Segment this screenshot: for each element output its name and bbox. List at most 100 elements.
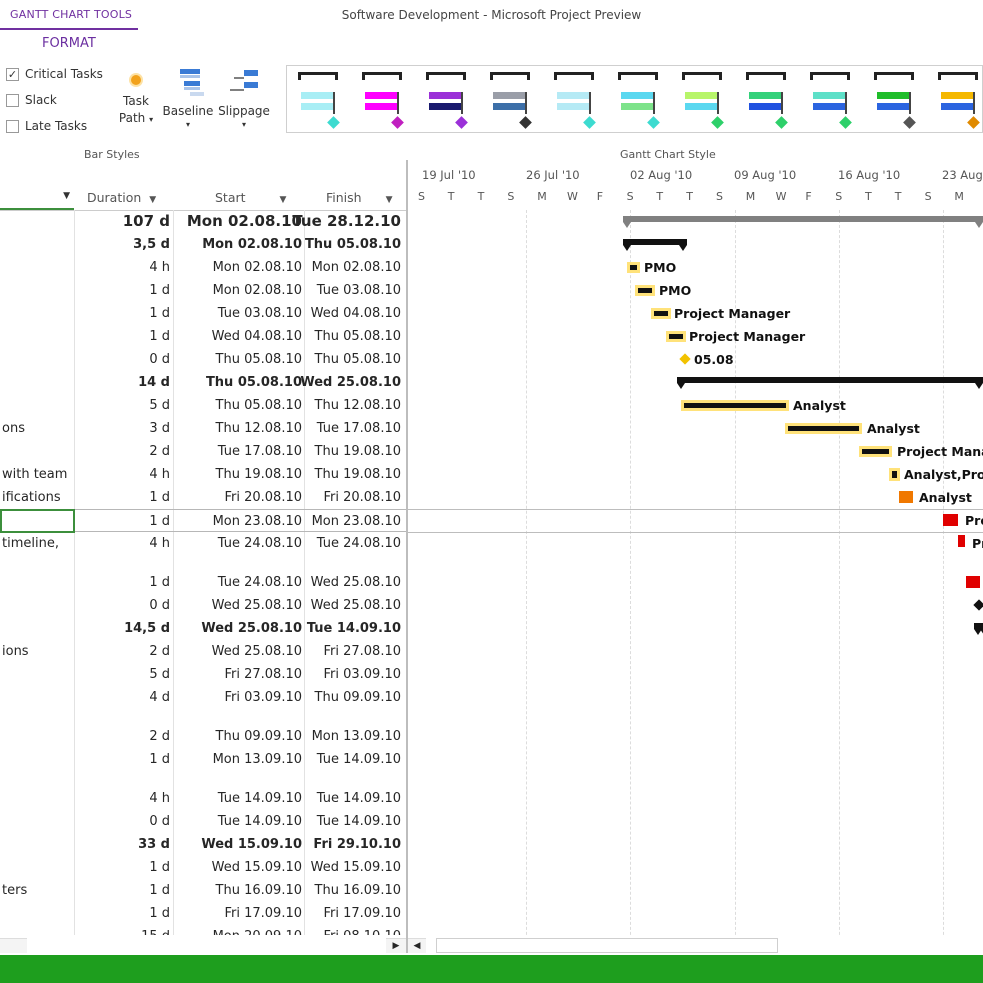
filter-dropdown-icon[interactable]: ▼ (63, 191, 70, 201)
task-name-cell[interactable]: ifications (2, 490, 61, 505)
table-row[interactable]: timeline, 4 h Tue 24.08.10 Tue 24.08.10 (0, 532, 406, 571)
baseline-button[interactable]: Baseline ▾ (161, 68, 215, 130)
table-row[interactable]: 0 d Tue 14.09.10 Tue 14.09.10 (0, 810, 406, 833)
table-row[interactable]: 1 d Mon 23.08.10 Mon 23.08.10 (0, 509, 406, 533)
start-column-header[interactable]: Start ▼ (215, 187, 286, 210)
finish-column-header[interactable]: Finish ▼ (326, 187, 393, 210)
scroll-left-button[interactable]: ◀ (408, 938, 426, 953)
gantt-style-swatch[interactable] (615, 72, 661, 130)
table-row[interactable]: 1 d Tue 24.08.10 Wed 25.08.10 (0, 571, 406, 594)
finish-cell[interactable]: Mon 02.08.10 (311, 260, 401, 275)
table-row[interactable]: 3,5 d Mon 02.08.10 Thu 05.08.10 (0, 233, 406, 256)
duration-cell[interactable]: 107 d (122, 212, 170, 230)
start-cell[interactable]: Tue 14.09.10 (217, 791, 302, 806)
start-cell[interactable]: Wed 25.08.10 (211, 644, 302, 659)
task-name-cell[interactable]: ons (2, 421, 25, 436)
task-bar[interactable] (654, 311, 668, 316)
finish-cell[interactable]: Thu 12.08.10 (314, 398, 401, 413)
duration-cell[interactable]: 4 h (149, 467, 170, 482)
duration-cell[interactable]: 5 d (149, 398, 170, 413)
summary-bar[interactable] (623, 216, 983, 222)
duration-cell[interactable]: 0 d (149, 598, 170, 613)
finish-cell[interactable]: Wed 25.08.10 (310, 575, 401, 590)
finish-cell[interactable]: Thu 05.08.10 (314, 329, 401, 344)
duration-cell[interactable]: 2 d (149, 729, 170, 744)
finish-cell[interactable]: Fri 17.09.10 (323, 906, 401, 921)
start-cell[interactable]: Thu 16.09.10 (215, 883, 302, 898)
table-row[interactable]: 1 d Wed 15.09.10 Wed 15.09.10 (0, 856, 406, 879)
filter-dropdown-icon[interactable]: ▼ (149, 195, 157, 205)
start-cell[interactable]: Wed 15.09.10 (201, 837, 302, 852)
duration-cell[interactable]: 1 d (149, 490, 170, 505)
duration-cell[interactable]: 14,5 d (124, 621, 170, 636)
duration-cell[interactable]: 4 h (149, 536, 170, 551)
gantt-style-swatch[interactable] (743, 72, 789, 130)
start-cell[interactable]: Fri 27.08.10 (224, 667, 302, 682)
start-cell[interactable]: Fri 03.09.10 (224, 690, 302, 705)
task-name-cell[interactable]: ions (2, 644, 29, 659)
start-cell[interactable]: Wed 25.08.10 (201, 621, 302, 636)
slippage-button[interactable]: Slippage ▾ (216, 68, 272, 130)
gantt-style-swatch[interactable] (935, 72, 981, 130)
summary-bar[interactable] (677, 377, 983, 383)
duration-cell[interactable]: 1 d (149, 883, 170, 898)
start-cell[interactable]: Thu 09.09.10 (215, 729, 302, 744)
duration-cell[interactable]: 33 d (138, 837, 170, 852)
finish-cell[interactable]: Mon 13.09.10 (311, 729, 401, 744)
table-row[interactable]: 5 d Thu 05.08.10 Thu 12.08.10 (0, 394, 406, 417)
finish-cell[interactable]: Fri 03.09.10 (323, 667, 401, 682)
duration-cell[interactable]: 14 d (138, 375, 170, 390)
duration-cell[interactable]: 4 h (149, 791, 170, 806)
duration-cell[interactable]: 5 d (149, 667, 170, 682)
critical-task-bar[interactable] (958, 535, 965, 547)
finish-cell[interactable]: Wed 04.08.10 (310, 306, 401, 321)
filter-dropdown-icon[interactable]: ▼ (385, 195, 393, 205)
table-row[interactable]: 5 d Fri 27.08.10 Fri 03.09.10 (0, 663, 406, 686)
duration-cell[interactable]: 1 d (149, 329, 170, 344)
milestone-icon[interactable] (973, 599, 983, 611)
table-row[interactable]: 33 d Wed 15.09.10 Fri 29.10.10 (0, 833, 406, 856)
gantt-style-swatch[interactable] (423, 72, 469, 130)
start-cell[interactable]: Tue 17.08.10 (217, 444, 302, 459)
start-cell[interactable]: Wed 25.08.10 (211, 598, 302, 613)
start-cell[interactable]: Tue 24.08.10 (217, 575, 302, 590)
finish-cell[interactable]: Thu 09.09.10 (314, 690, 401, 705)
start-cell[interactable]: Mon 02.08.10 (186, 212, 302, 230)
finish-cell[interactable]: Thu 19.08.10 (314, 444, 401, 459)
table-row[interactable]: 4 h Mon 02.08.10 Mon 02.08.10 (0, 256, 406, 279)
duration-cell[interactable]: 0 d (149, 814, 170, 829)
finish-cell[interactable]: Thu 05.08.10 (304, 237, 401, 252)
task-name-cell[interactable]: ters (2, 883, 28, 898)
finish-cell[interactable]: Tue 14.09.10 (306, 621, 401, 636)
task-name-cell[interactable]: with team (2, 467, 68, 482)
duration-cell[interactable]: 1 d (149, 906, 170, 921)
finish-cell[interactable]: Thu 19.08.10 (314, 467, 401, 482)
slack-checkbox[interactable]: Slack (6, 93, 57, 107)
critical-tasks-checkbox[interactable]: ✓ Critical Tasks (6, 67, 103, 81)
milestone-icon[interactable] (679, 353, 691, 365)
table-row[interactable]: 15 d Mon 20.09.10 Fri 08.10.10 (0, 925, 406, 935)
table-row[interactable]: 1 d Tue 03.08.10 Wed 04.08.10 (0, 302, 406, 325)
table-row[interactable]: 0 d Wed 25.08.10 Wed 25.08.10 (0, 594, 406, 617)
duration-cell[interactable]: 3 d (149, 421, 170, 436)
start-cell[interactable]: Thu 12.08.10 (215, 421, 302, 436)
finish-cell[interactable]: Tue 14.09.10 (316, 752, 401, 767)
table-row[interactable]: ifications 1 d Fri 20.08.10 Fri 20.08.10 (0, 486, 406, 509)
critical-task-bar[interactable] (943, 514, 958, 526)
start-cell[interactable]: Fri 20.08.10 (224, 490, 302, 505)
start-cell[interactable]: Wed 04.08.10 (211, 329, 302, 344)
start-cell[interactable]: Thu 05.08.10 (205, 375, 302, 390)
summary-bar[interactable] (974, 623, 983, 629)
start-cell[interactable]: Mon 23.08.10 (212, 514, 302, 529)
gantt-horizontal-scrollbar-thumb[interactable] (436, 938, 778, 953)
table-row[interactable]: 0 d Thu 05.08.10 Thu 05.08.10 (0, 348, 406, 371)
late-tasks-checkbox[interactable]: Late Tasks (6, 119, 87, 133)
duration-cell[interactable]: 0 d (149, 352, 170, 367)
finish-cell[interactable]: Wed 25.08.10 (310, 598, 401, 613)
split-bar[interactable] (406, 160, 408, 953)
task-bar[interactable] (862, 449, 889, 454)
gantt-style-swatch[interactable] (359, 72, 405, 130)
start-cell[interactable]: Thu 05.08.10 (215, 398, 302, 413)
gantt-style-swatch[interactable] (295, 72, 341, 130)
finish-cell[interactable]: Thu 16.09.10 (314, 883, 401, 898)
